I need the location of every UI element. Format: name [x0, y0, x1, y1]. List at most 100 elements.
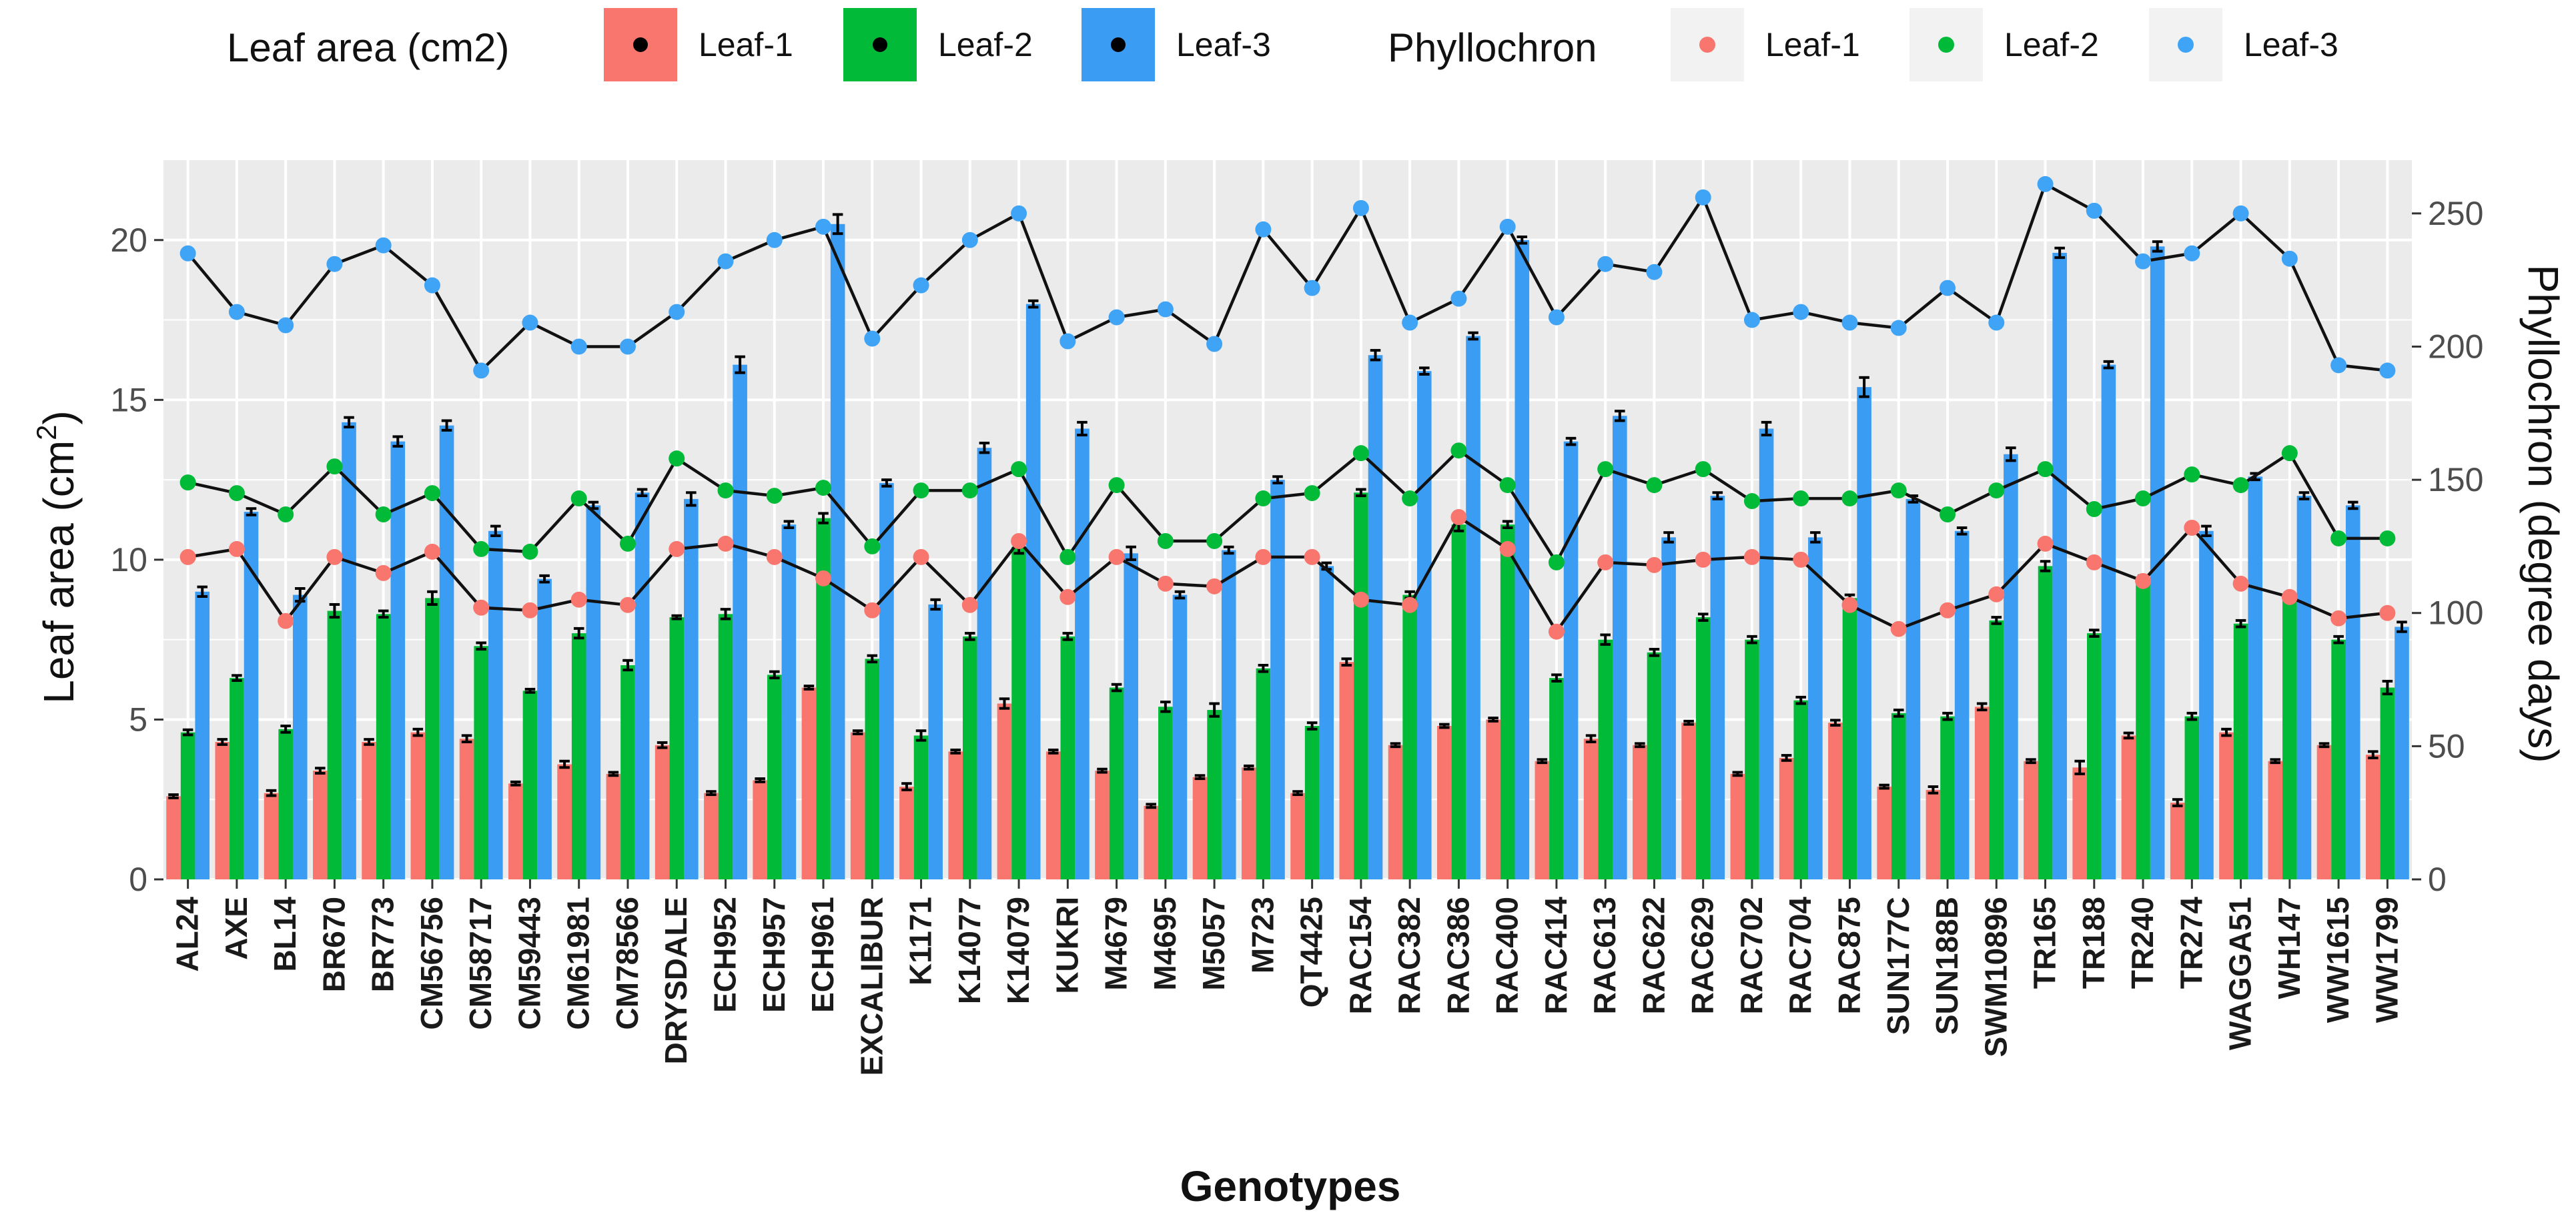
- bar-leaf-2-leaf-area: [180, 732, 195, 879]
- y-tick-label: 10: [110, 541, 147, 578]
- error-bar-leaf-2: [720, 608, 731, 621]
- y2-tick-label: 100: [2428, 594, 2483, 632]
- phyllochron-point-leaf-1: [2330, 610, 2347, 627]
- legend-key-leaf-1-dot: [633, 37, 648, 52]
- bar-leaf-1-leaf-area: [1388, 745, 1403, 879]
- phyllochron-point-leaf-3: [2330, 357, 2347, 374]
- error-bar-leaf-3: [1272, 475, 1283, 484]
- x-tick-label: TR274: [2174, 897, 2208, 989]
- error-bar-leaf-3: [441, 419, 452, 432]
- phyllochron-point-leaf-2: [864, 538, 881, 554]
- bar-leaf-1-leaf-area: [899, 787, 914, 879]
- bar-leaf-2-leaf-area: [2282, 598, 2297, 879]
- phyllochron-point-leaf-2: [2281, 445, 2298, 462]
- error-bar-leaf-2: [1551, 673, 1562, 683]
- phyllochron-point-leaf-3: [375, 237, 392, 254]
- bar-leaf-2-leaf-area: [1842, 598, 1857, 879]
- error-bar-leaf-3: [490, 524, 501, 537]
- phyllochron-point-leaf-3: [2037, 175, 2054, 192]
- error-bar-leaf-1: [412, 727, 424, 737]
- error-bar-leaf-1: [1635, 742, 1645, 749]
- legend-key-leaf-2-point: [1938, 37, 1954, 53]
- x-tick-label: TR188: [2076, 897, 2111, 989]
- legend-label-leaf-3-point: Leaf-3: [2244, 26, 2338, 63]
- error-bar-leaf-2: [769, 670, 780, 680]
- bar-leaf-2-leaf-area: [1891, 713, 1906, 879]
- bar-leaf-3-leaf-area: [1270, 480, 1285, 879]
- bar-leaf-3-leaf-area: [1613, 416, 1627, 879]
- phyllochron-point-leaf-2: [669, 450, 685, 467]
- error-bar-leaf-1: [559, 759, 570, 769]
- error-bar-leaf-2: [2235, 619, 2246, 629]
- bar-leaf-1-leaf-area: [948, 751, 963, 879]
- error-bar-leaf-3: [197, 585, 208, 598]
- error-bar-leaf-2: [182, 728, 193, 737]
- x-tick-label: SUN188B: [1929, 897, 1964, 1035]
- error-bar-leaf-1: [217, 738, 228, 746]
- error-bar-leaf-3: [1027, 299, 1039, 309]
- error-bar-leaf-2: [965, 632, 975, 641]
- x-tick-label: CM59443: [512, 897, 547, 1030]
- bar-leaf-2-leaf-area: [1158, 707, 1173, 879]
- error-bar-leaf-3: [2397, 621, 2407, 633]
- error-bar-leaf-1: [2074, 759, 2085, 775]
- error-bar-leaf-2: [232, 674, 242, 682]
- bar-leaf-3-leaf-area: [1319, 566, 1334, 879]
- x-tick-label: RAC382: [1392, 897, 1426, 1014]
- error-bar-leaf-3: [392, 435, 404, 448]
- bar-leaf-2-leaf-area: [1940, 716, 1955, 879]
- y-tick-label: 15: [110, 381, 147, 418]
- phyllochron-point-leaf-1: [2086, 554, 2102, 570]
- phyllochron-point-leaf-1: [1988, 586, 2005, 602]
- bar-leaf-3-leaf-area: [830, 224, 845, 879]
- bar-leaf-2-leaf-area: [2038, 566, 2053, 879]
- phyllochron-point-leaf-2: [1206, 532, 1223, 549]
- phyllochron-point-leaf-3: [2232, 205, 2249, 222]
- bar-leaf-1-leaf-area: [1583, 739, 1599, 879]
- bar-leaf-2-leaf-area: [2184, 716, 2200, 879]
- phyllochron-point-leaf-1: [961, 596, 978, 613]
- phyllochron-point-leaf-1: [2135, 572, 2152, 589]
- phyllochron-point-leaf-1: [522, 602, 538, 619]
- phyllochron-point-leaf-1: [864, 602, 881, 619]
- bar-leaf-1-leaf-area: [850, 732, 865, 879]
- error-bar-leaf-1: [2270, 758, 2281, 765]
- error-bar-leaf-2: [915, 729, 927, 742]
- x-tick-label: ECH961: [805, 897, 840, 1013]
- phyllochron-point-leaf-1: [473, 599, 490, 616]
- error-bar-leaf-3: [1077, 420, 1088, 437]
- bar-leaf-3-leaf-area: [1661, 537, 1676, 879]
- bar-leaf-2-leaf-area: [1402, 594, 1417, 879]
- phyllochron-line-leaf-3: [186, 181, 2388, 374]
- phyllochron-point-leaf-3: [522, 314, 538, 331]
- error-bar-leaf-2: [1306, 721, 1318, 731]
- bar-leaf-1-leaf-area: [2365, 755, 2381, 879]
- error-bar-leaf-3: [1712, 491, 1723, 500]
- phyllochron-point-leaf-2: [2232, 477, 2249, 494]
- phyllochron-point-leaf-3: [326, 256, 343, 272]
- x-tick-label: SUN177C: [1881, 897, 1915, 1035]
- phyllochron-point-leaf-3: [1499, 218, 1516, 235]
- phyllochron-point-leaf-3: [179, 245, 196, 262]
- phyllochron-point-leaf-2: [1499, 477, 1516, 494]
- phyllochron-point-leaf-2: [179, 474, 196, 491]
- error-bar-leaf-3: [1223, 545, 1234, 555]
- error-bar-leaf-3: [881, 478, 892, 488]
- error-bar-leaf-2: [1893, 709, 1904, 718]
- bar-leaf-1-leaf-area: [2072, 767, 2087, 879]
- bar-leaf-3-leaf-area: [879, 482, 894, 879]
- x-tick-label: ECH957: [757, 897, 791, 1013]
- phyllochron-point-leaf-2: [1940, 506, 1956, 523]
- phyllochron-point-leaf-2: [1108, 477, 1125, 494]
- error-bar-leaf-2: [1795, 695, 1807, 705]
- x-tick-label: TR165: [2028, 897, 2062, 989]
- error-bar-leaf-3: [2201, 524, 2212, 537]
- phyllochron-point-leaf-1: [1646, 556, 1663, 573]
- legend-key-leaf-2-dot: [873, 37, 887, 52]
- bar-leaf-3-leaf-area: [1808, 537, 1823, 879]
- bar-leaf-3-leaf-area: [1857, 387, 1871, 879]
- phyllochron-point-leaf-2: [522, 543, 538, 560]
- error-bar-leaf-2: [2186, 711, 2198, 721]
- error-bar-leaf-3: [636, 488, 648, 498]
